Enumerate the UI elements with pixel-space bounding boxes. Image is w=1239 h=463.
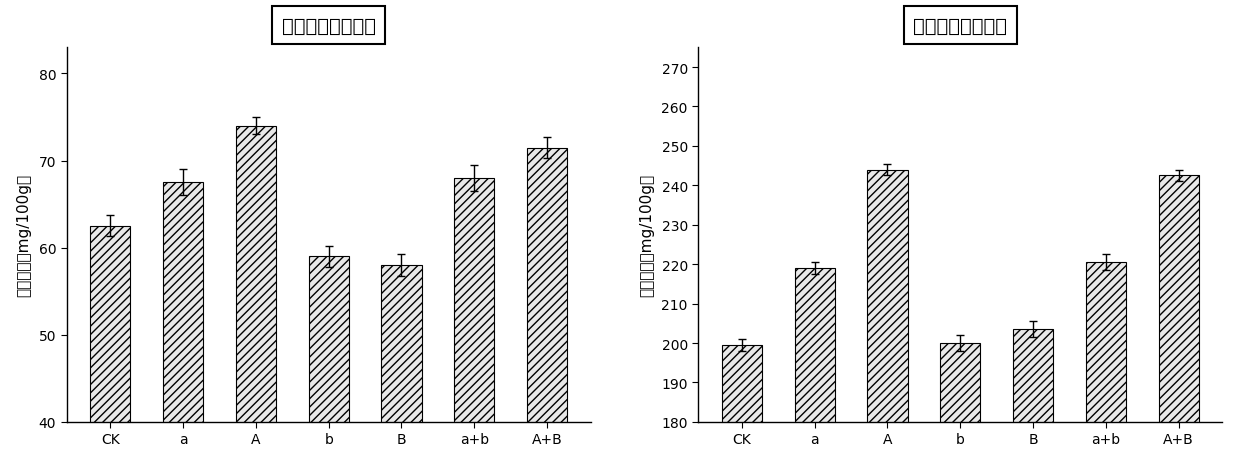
Bar xyxy=(1158,176,1198,463)
Y-axis label: 色素得率（mg/100g）: 色素得率（mg/100g） xyxy=(16,174,32,296)
Bar xyxy=(309,257,348,463)
Bar xyxy=(794,269,835,463)
Bar xyxy=(455,179,494,463)
Title: 火龙果皮色素得率: 火龙果皮色素得率 xyxy=(281,17,375,36)
Bar xyxy=(382,266,421,463)
Bar xyxy=(90,226,130,463)
Bar xyxy=(1085,263,1126,463)
Bar xyxy=(527,148,567,463)
Bar xyxy=(164,183,203,463)
Y-axis label: 色素得率（mg/100g）: 色素得率（mg/100g） xyxy=(639,174,654,296)
Bar xyxy=(1014,330,1053,463)
Bar xyxy=(940,344,980,463)
Bar xyxy=(867,170,907,463)
Bar xyxy=(722,345,762,463)
Bar xyxy=(235,126,276,463)
Title: 火龙果肉色素得率: 火龙果肉色素得率 xyxy=(913,17,1007,36)
